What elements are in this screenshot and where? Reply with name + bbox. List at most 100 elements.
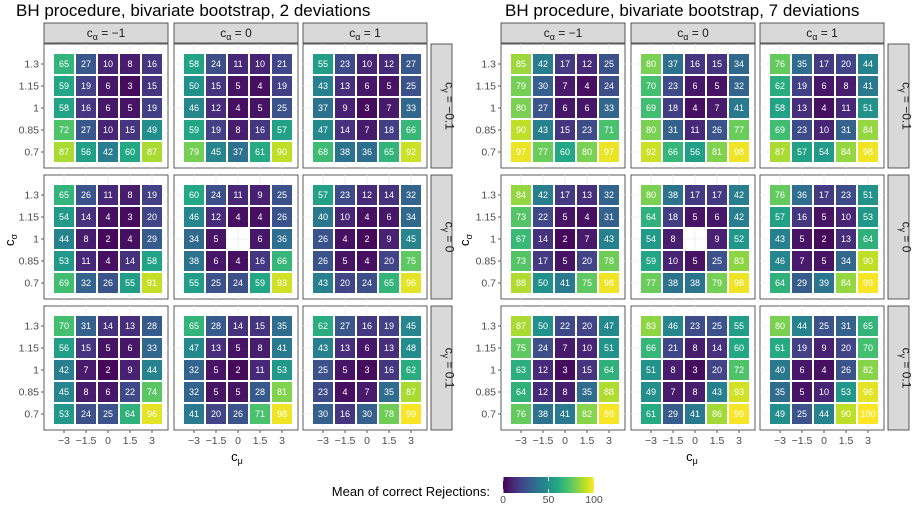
heatmap-cell — [401, 98, 421, 118]
y-tick-label: 0.7 — [24, 409, 39, 421]
cell-value: 13 — [384, 343, 394, 353]
cell-value: 49 — [646, 387, 656, 397]
y-tick-label: 1.3 — [24, 321, 39, 333]
cell-value: 14 — [384, 190, 394, 200]
cell-value: 22 — [560, 321, 570, 331]
heatmap-cell — [533, 54, 553, 74]
heatmap-cell — [54, 338, 74, 358]
heatmap-cell — [555, 273, 575, 293]
cell-value: 25 — [277, 190, 287, 200]
cell-value: 67 — [516, 234, 526, 244]
heatmap-cell — [76, 98, 96, 118]
heatmap-cell — [54, 76, 74, 96]
heatmap-cell — [142, 251, 162, 271]
cell-value: 80 — [646, 59, 656, 69]
cell-value: 10 — [255, 59, 265, 69]
heatmap-cell — [54, 54, 74, 74]
cell-value: 90 — [516, 125, 526, 135]
heatmap-cell — [577, 54, 597, 74]
cell-value: 37 — [668, 59, 678, 69]
heatmap-cell — [836, 142, 856, 162]
cell-value: 8 — [670, 234, 675, 244]
cell-value: 23 — [841, 190, 851, 200]
cell-value: 46 — [189, 103, 199, 113]
cell-value: 5 — [821, 256, 826, 266]
cell-value: 20 — [841, 343, 851, 353]
cell-value: 13 — [340, 343, 350, 353]
row-strip — [430, 305, 453, 431]
heatmap-cell — [663, 360, 683, 380]
cell-value: 90 — [863, 256, 873, 266]
heatmap-cell — [250, 98, 270, 118]
cell-value: 69 — [646, 103, 656, 113]
x-tick-label: −1.5 — [206, 435, 227, 447]
x-tick-label: −3 — [58, 435, 70, 447]
heatmap-cell — [836, 207, 856, 227]
cell-value: 73 — [516, 256, 526, 266]
column-strip — [302, 22, 428, 44]
cell-value: 66 — [406, 125, 416, 135]
legend-title: Mean of correct Rejections: — [332, 484, 490, 499]
heatmap-cell — [555, 207, 575, 227]
heatmap-cell — [729, 360, 749, 380]
heatmap-cell — [76, 360, 96, 380]
cell-value: 43 — [318, 278, 328, 288]
cell-value: 42 — [59, 365, 69, 375]
cell-value: 5 — [257, 103, 262, 113]
heatmap-panel: 65 26 11 8 19 54 14 4 3 20 44 8 2 4 29 53 11 4 14 58 69 32 26 5… — [43, 174, 169, 300]
facet-strip-label: cγ = 0 — [441, 222, 457, 253]
heatmap-cell — [599, 404, 619, 424]
cell-value: 43 — [318, 81, 328, 91]
heatmap-cell — [206, 185, 226, 205]
heatmap-cell — [533, 360, 553, 380]
heatmap-cell — [184, 316, 204, 336]
heatmap-cell — [707, 76, 727, 96]
heatmap-cell — [206, 273, 226, 293]
heatmap-cell — [663, 251, 683, 271]
facet-strip-label: cγ = −0.1 — [898, 82, 913, 130]
heatmap-cell — [228, 185, 248, 205]
heatmap-cell — [707, 229, 727, 249]
heatmap-panel: 57 23 12 14 32 40 10 4 6 34 26 4 2 9 45 26 5 4 20 75 43 20 24 6… — [302, 174, 428, 300]
heatmap-cell — [98, 273, 118, 293]
cell-value: 5 — [342, 365, 347, 375]
cell-value: 71 — [604, 125, 614, 135]
cell-value: 80 — [516, 103, 526, 113]
heatmap-cell — [272, 251, 292, 271]
heatmap-cell — [641, 316, 661, 336]
cell-value: 16 — [690, 59, 700, 69]
heatmap-cell — [357, 273, 377, 293]
cell-value: 25 — [211, 278, 221, 288]
heatmap-cell — [120, 207, 140, 227]
heatmap-cell — [836, 273, 856, 293]
heatmap-cell — [858, 142, 878, 162]
cell-value: 51 — [604, 343, 614, 353]
heatmap-cell — [54, 316, 74, 336]
heatmap-cell — [858, 316, 878, 336]
heatmap-cell — [792, 185, 812, 205]
cell-value: 93 — [277, 278, 287, 288]
x-tick-label: −1.5 — [663, 435, 684, 447]
heatmap-cell — [836, 98, 856, 118]
heatmap-cell — [98, 76, 118, 96]
cell-value: 87 — [516, 321, 526, 331]
heatmap-cell — [76, 404, 96, 424]
cell-value: 7 — [364, 125, 369, 135]
heatmap-cell — [313, 360, 333, 380]
heatmap-cell — [641, 207, 661, 227]
cell-value: 64 — [775, 278, 785, 288]
cell-value: 4 — [257, 81, 262, 91]
heatmap-cell — [792, 251, 812, 271]
cell-value: 14 — [125, 256, 135, 266]
heatmap-cell — [401, 316, 421, 336]
cell-value: 20 — [384, 256, 394, 266]
cell-value: 6 — [105, 387, 110, 397]
heatmap-cell — [313, 338, 333, 358]
cell-value: 66 — [668, 147, 678, 157]
x-tick-label: 0 — [105, 435, 111, 447]
cell-value: 78 — [604, 256, 614, 266]
cell-value: 8 — [692, 387, 697, 397]
cell-value: 27 — [406, 59, 416, 69]
cell-value: 23 — [668, 81, 678, 91]
x-axis-title-right: cμ — [686, 449, 698, 466]
